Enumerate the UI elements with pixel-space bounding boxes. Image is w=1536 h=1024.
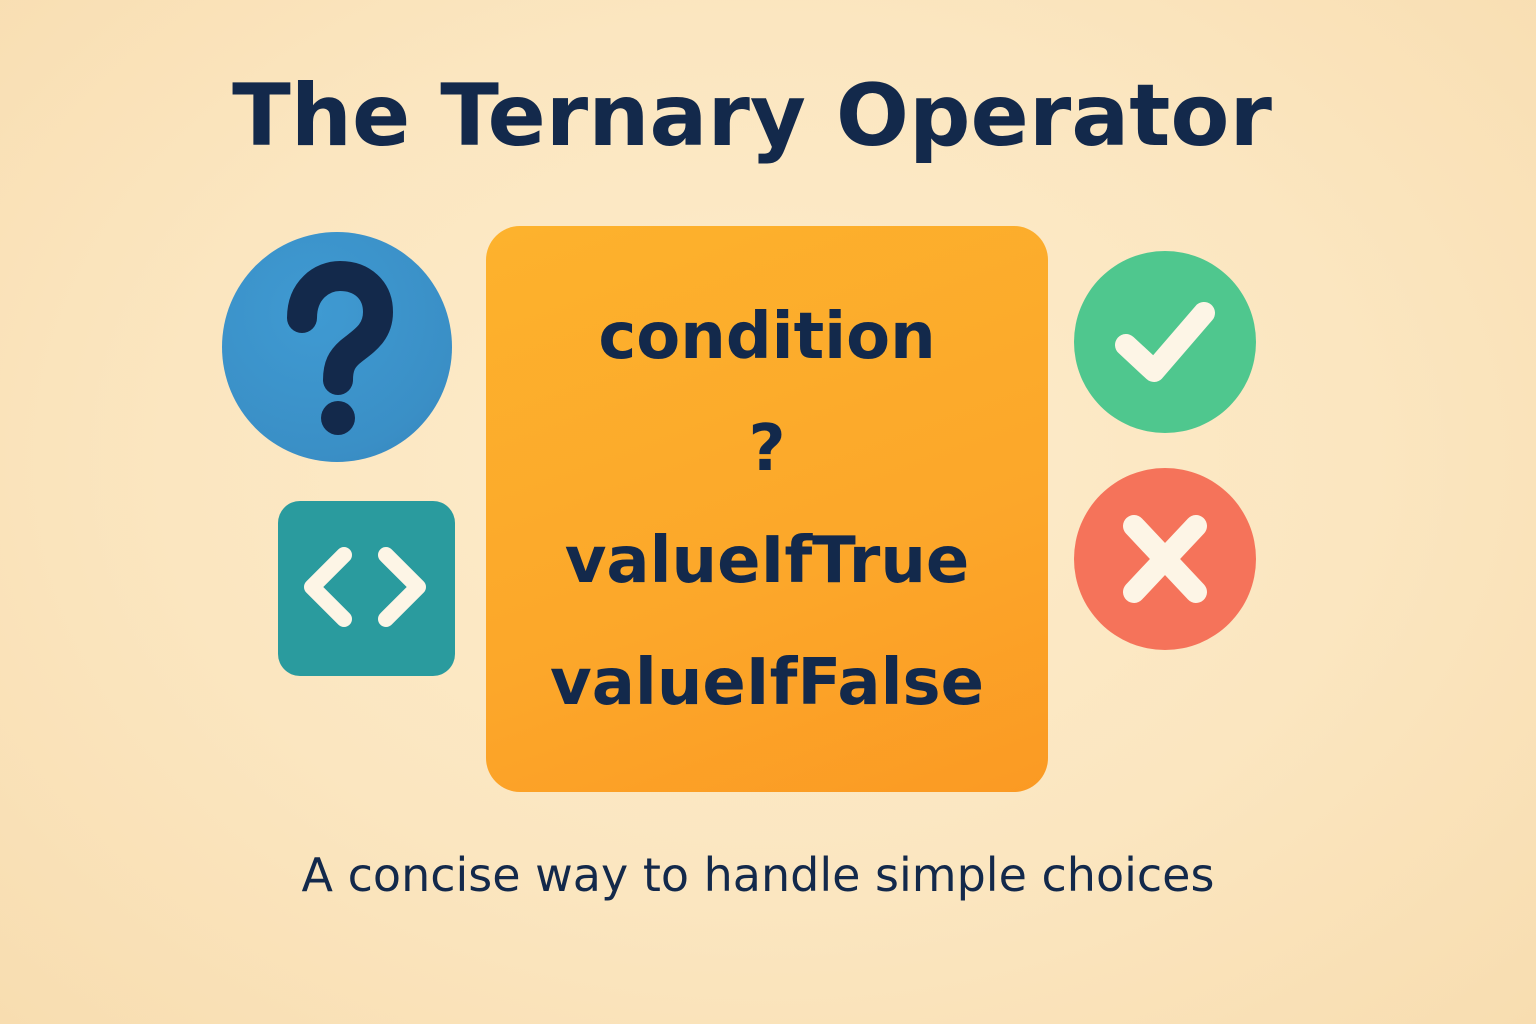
code-brackets-icon xyxy=(304,547,426,627)
question-operator-text: ? xyxy=(748,412,786,486)
value-if-true-text: valueIfTrue xyxy=(564,524,970,598)
subtitle: A concise way to handle simple choices xyxy=(301,848,1215,902)
cross-circle xyxy=(1074,468,1256,650)
check-circle xyxy=(1074,251,1256,433)
question-mark-icon xyxy=(287,261,393,435)
code-brackets-tile xyxy=(278,501,455,676)
question-circle xyxy=(222,232,452,462)
value-if-false-text: valueIfFalse xyxy=(549,646,985,720)
checkmark-icon xyxy=(1115,302,1215,382)
page-title: The Ternary Operator xyxy=(232,66,1272,166)
cross-icon xyxy=(1123,515,1207,603)
condition-text: condition xyxy=(598,300,936,374)
ternary-syntax-card: condition ? valueIfTrue valueIfFalse xyxy=(486,226,1048,792)
